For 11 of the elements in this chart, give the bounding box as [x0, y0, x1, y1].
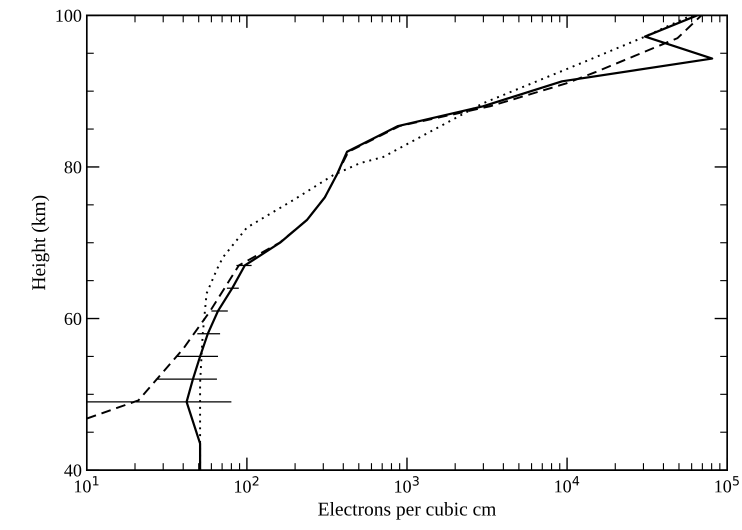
x-tick-label: 10$^{3}$ [395, 476, 419, 493]
y-tick-label: 100 [56, 10, 82, 22]
y-axis-title: Height (km) [32, 196, 50, 290]
y-tick-label: 40 [64, 464, 82, 477]
x-tick-label: 10$^{2}$ [235, 476, 258, 493]
x-tick-label: 10$^{5}$ [715, 476, 739, 492]
y-tick-label: 80 [64, 161, 82, 174]
y-tick-label: 60 [64, 312, 82, 325]
x-tick-label: 10$^{1}$ [74, 476, 98, 492]
x-tick-label: 10$^{4}$ [555, 476, 580, 492]
x-axis-title: Electrons per cubic cm [318, 502, 496, 520]
